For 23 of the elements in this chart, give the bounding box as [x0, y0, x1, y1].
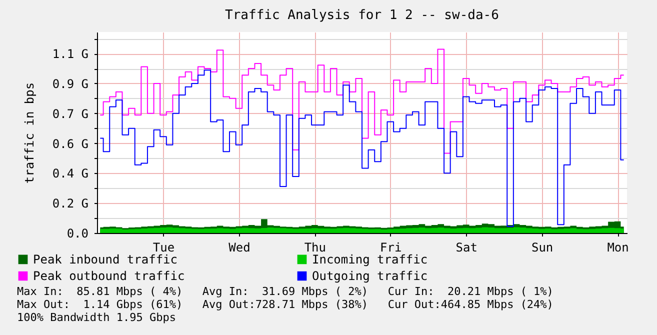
- legend-label: Peak outbound traffic: [33, 269, 185, 283]
- legend-label: Peak inbound traffic: [33, 252, 178, 266]
- x-tick-label: Mon: [607, 240, 629, 254]
- y-tick-label: 0.6 G: [52, 136, 88, 151]
- x-tick-label: Sat: [456, 240, 478, 254]
- text: Max Out: 1.14 Gbps (61%) Avg Out:728.71 Mbps (38%) Cur Out:464.85 Mbps (24%): [17, 298, 554, 311]
- x-tick-label: Wed: [228, 240, 250, 254]
- x-tick-label: Sun: [531, 240, 554, 254]
- x-tick-label: Tue: [152, 240, 175, 254]
- y-tick-label: 0.9 G: [52, 76, 88, 91]
- y-tick-label: 0.7 G: [52, 106, 88, 121]
- x-tick-label: Fri: [380, 240, 402, 254]
- y-tick-label: 0.4 G: [52, 166, 88, 181]
- y-tick-label: 0.0: [66, 226, 88, 240]
- legend-label: Incoming traffic: [312, 252, 428, 266]
- chart-title: Traffic Analysis for 1 2 -- sw-da-6: [225, 8, 499, 23]
- legend-label: Outgoing traffic: [312, 269, 428, 283]
- text: Max In: 85.81 Mbps ( 4%) Avg In: 31.69 Mbps ( 2%) Cur In: 20.21 Mbps ( 1%): [17, 285, 554, 298]
- text: 100% Bandwidth 1.95 Gbps: [17, 311, 177, 324]
- y-tick-label: 1.1 G: [52, 47, 88, 62]
- y-axis-title: traffic in bps: [22, 82, 36, 184]
- y-tick-label: 0.2 G: [52, 196, 88, 211]
- x-tick-label: Thu: [304, 240, 326, 254]
